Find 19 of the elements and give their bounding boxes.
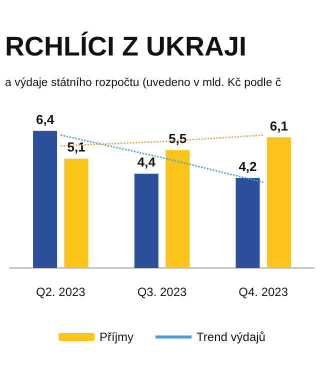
bar: [236, 178, 260, 268]
data-label: 6,4: [36, 112, 55, 127]
bar: [33, 130, 58, 268]
bar: [166, 150, 190, 268]
chart-title: RCHLÍCI Z UKRAJI: [5, 32, 246, 62]
legend-label: Příjmy: [100, 330, 134, 344]
bar: [64, 158, 88, 268]
legend-label: Trend výdajů: [196, 330, 266, 344]
x-tick-label: Q3. 2023: [137, 285, 188, 299]
x-tick-label: Q2. 2023: [36, 285, 86, 299]
chart-subtitle: a výdaje státního rozpočtu (uvedeno v mld. Kč podle č: [5, 77, 282, 89]
x-tick-label: Q4. 2023: [238, 285, 288, 299]
data-label: 4,2: [238, 159, 257, 174]
bar: [266, 137, 291, 268]
data-label: 5,1: [67, 140, 86, 155]
data-label: 4,4: [137, 154, 156, 170]
data-label: 5,5: [168, 131, 187, 146]
bar: [134, 174, 158, 268]
data-label: 6,1: [270, 118, 288, 134]
